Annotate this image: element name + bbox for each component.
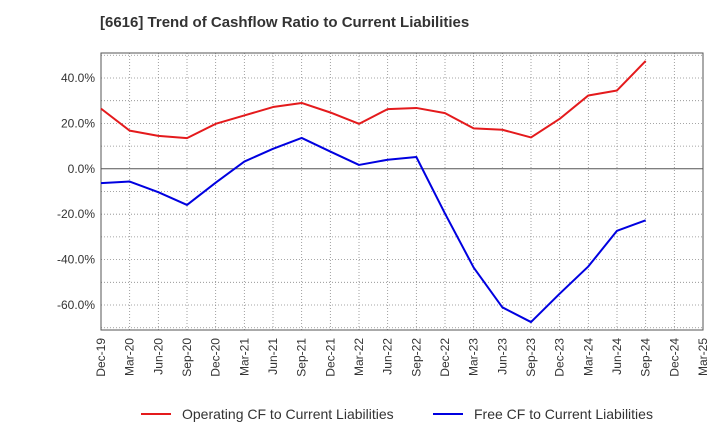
x-tick-label: Dec-24 (667, 338, 681, 377)
x-tick-label: Jun-23 (495, 338, 509, 375)
x-tick-label: Mar-20 (123, 338, 137, 376)
x-tick-label: Dec-23 (553, 338, 567, 377)
x-tick-label: Dec-22 (438, 338, 452, 377)
y-tick-label: -60.0% (57, 298, 95, 312)
x-tick-label: Dec-21 (323, 338, 337, 377)
x-tick-label: Sep-22 (409, 338, 423, 377)
legend-label: Operating CF to Current Liabilities (182, 406, 394, 422)
x-tick-label: Dec-19 (94, 338, 108, 377)
x-tick-label: Mar-21 (237, 338, 251, 376)
x-tick-label: Jun-22 (381, 338, 395, 375)
series-line-operating-cf (100, 60, 647, 140)
x-tick-label: Sep-20 (180, 338, 194, 377)
chart-title: [6616] Trend of Cashflow Ratio to Curren… (100, 14, 470, 31)
series-line-free-cf (100, 136, 647, 324)
x-tick-label: Jun-24 (610, 338, 624, 375)
legend-label: Free CF to Current Liabilities (474, 406, 653, 422)
y-tick-label: 20.0% (61, 116, 95, 130)
x-tick-label: Jun-21 (266, 338, 280, 375)
x-tick-label: Sep-21 (295, 338, 309, 377)
y-tick-label: 40.0% (61, 71, 95, 85)
x-tick-label: Mar-25 (696, 338, 710, 376)
x-tick-label: Mar-24 (581, 338, 595, 376)
y-tick-label: -20.0% (57, 207, 95, 221)
x-tick-label: Sep-24 (639, 338, 653, 377)
x-tick-label: Jun-20 (151, 338, 165, 375)
y-tick-label: 0.0% (68, 162, 96, 176)
x-tick-label: Mar-23 (467, 338, 481, 376)
y-tick-label: -40.0% (57, 253, 95, 267)
plot-frame (100, 52, 704, 331)
x-tick-label: Sep-23 (524, 338, 538, 377)
x-tick-label: Dec-20 (209, 338, 223, 377)
x-tick-label: Mar-22 (352, 338, 366, 376)
